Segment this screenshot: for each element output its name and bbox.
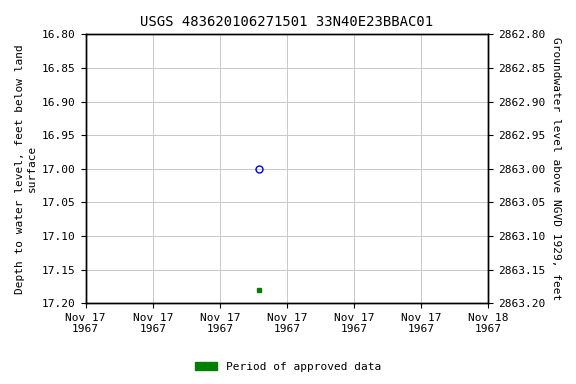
Y-axis label: Depth to water level, feet below land
surface: Depth to water level, feet below land su… bbox=[15, 44, 37, 294]
Title: USGS 483620106271501 33N40E23BBAC01: USGS 483620106271501 33N40E23BBAC01 bbox=[141, 15, 434, 29]
Legend: Period of approved data: Period of approved data bbox=[191, 358, 385, 377]
Y-axis label: Groundwater level above NGVD 1929, feet: Groundwater level above NGVD 1929, feet bbox=[551, 37, 561, 300]
